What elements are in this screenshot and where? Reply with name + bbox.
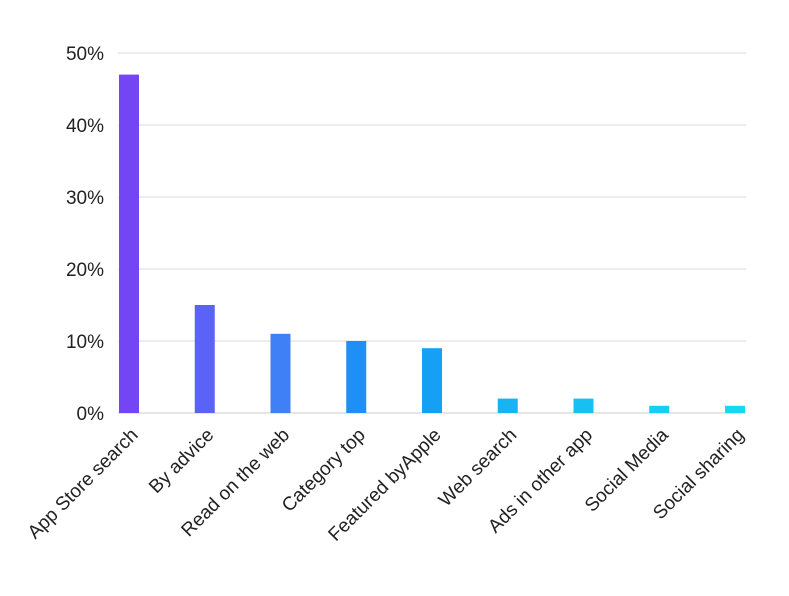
y-tick-label: 30% bbox=[66, 188, 104, 209]
bars bbox=[119, 74, 745, 413]
y-tick-label: 10% bbox=[66, 332, 104, 353]
bar bbox=[649, 405, 670, 413]
bar bbox=[270, 333, 291, 413]
y-tick-label: 50% bbox=[66, 44, 104, 65]
y-tick-label: 0% bbox=[77, 404, 105, 425]
x-category-label: By advice bbox=[145, 425, 218, 498]
x-category-label: App Store search bbox=[24, 425, 143, 544]
bar bbox=[119, 74, 139, 413]
y-tick-label: 20% bbox=[66, 260, 104, 281]
bar bbox=[422, 348, 442, 413]
bar bbox=[194, 305, 215, 413]
bar bbox=[346, 341, 367, 413]
bar bbox=[573, 398, 594, 413]
y-axis-ticks: 0% 10% 20% 30% 40% 50% bbox=[66, 44, 104, 425]
bar bbox=[725, 405, 745, 413]
gridlines bbox=[118, 52, 746, 414]
y-tick-label: 40% bbox=[66, 116, 104, 137]
bar bbox=[497, 398, 518, 413]
